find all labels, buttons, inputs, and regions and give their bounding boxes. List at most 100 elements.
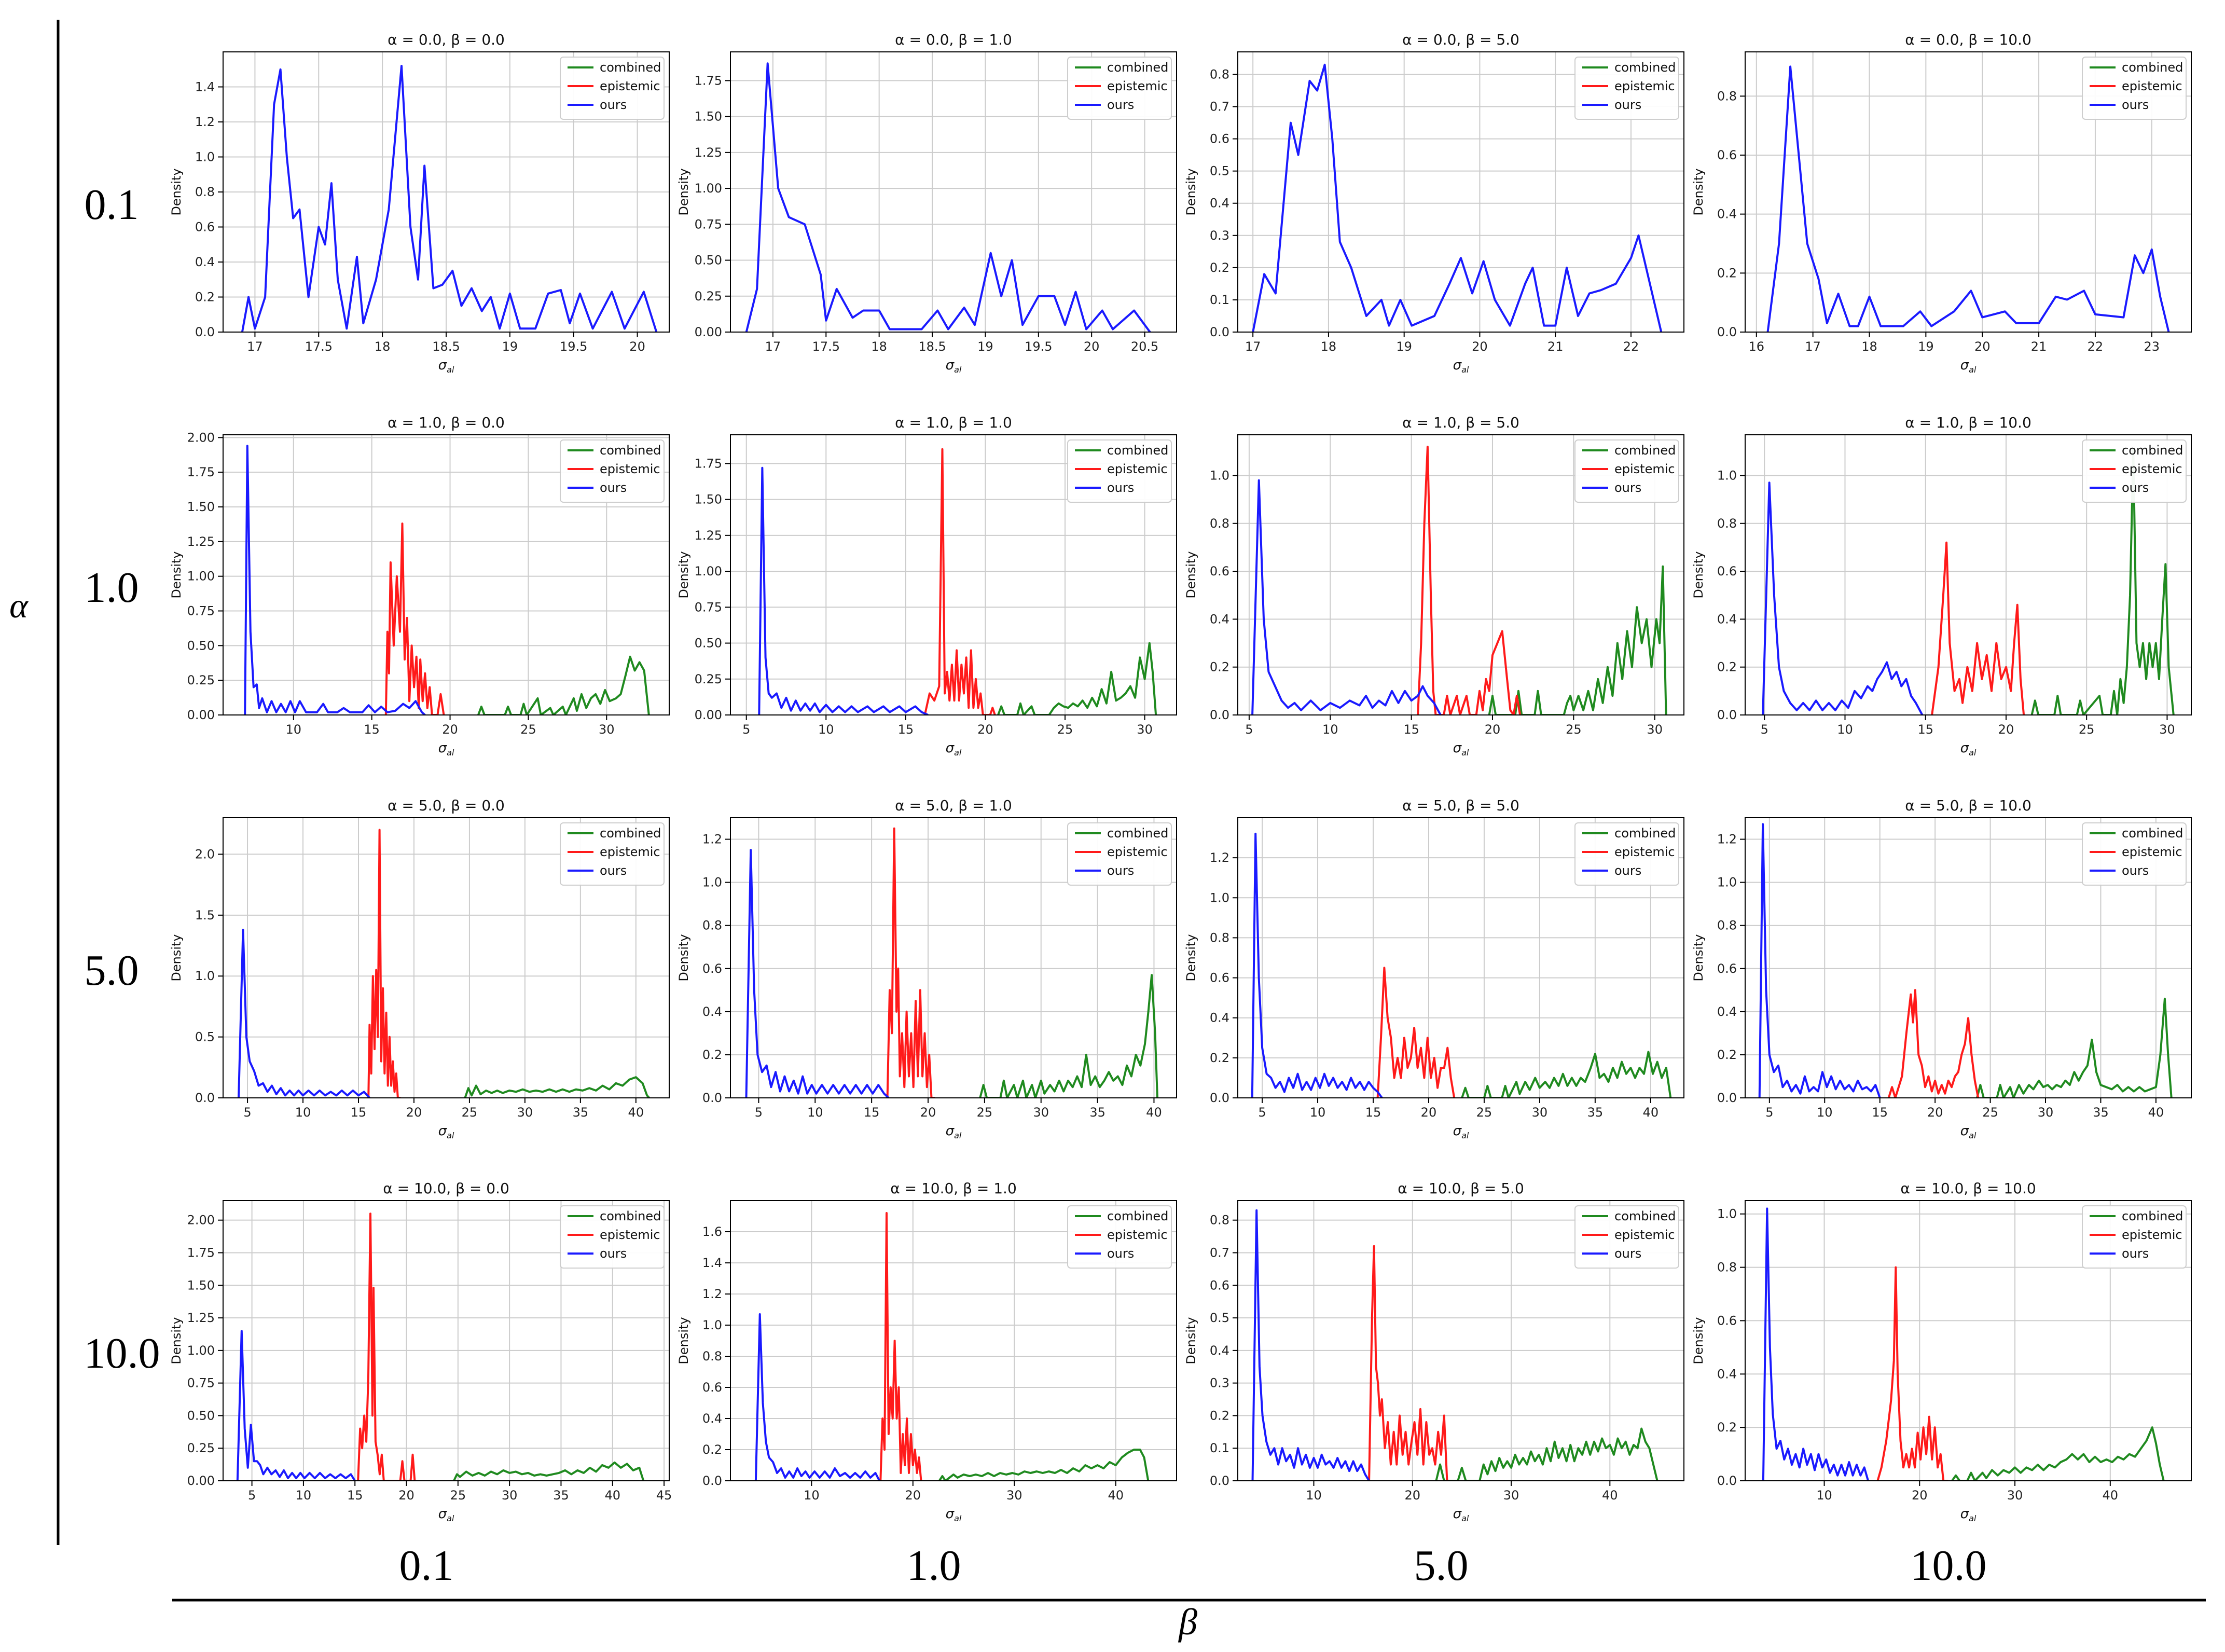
y-tick-label: 0.4	[1210, 612, 1229, 626]
chart-panel-9: 5 10 15 20 25 30 35 40 0.0 0.5 1.0 1.5 2.0 α = 5.0, β…	[169, 797, 670, 1140]
series-line-combined	[477, 655, 650, 715]
legend-label-combined: combined	[600, 826, 661, 841]
y-tick-label: 0.0	[1210, 325, 1229, 339]
x-tick-label: 17	[1245, 339, 1261, 354]
x-axis-label: σal	[438, 740, 454, 758]
x-tick-label: 15	[351, 1105, 367, 1120]
y-tick-label: 0.25	[695, 672, 722, 686]
x-tick-label: 23	[2144, 339, 2160, 354]
legend-label-epistemic: epistemic	[2122, 79, 2182, 93]
legend-label-ours: ours	[1614, 98, 1641, 112]
plot-frame	[1745, 1200, 2192, 1481]
legend-label-epistemic: epistemic	[1614, 462, 1675, 476]
x-tick-label: 17	[1805, 339, 1821, 354]
y-tick-label: 0.75	[187, 604, 215, 618]
y-tick-label: 1.6	[702, 1224, 722, 1239]
y-axis-label: Density	[676, 168, 691, 215]
series-line-ours	[238, 929, 370, 1098]
plot-frame	[730, 817, 1177, 1098]
x-tick-label: 19.5	[560, 339, 587, 354]
x-axis-label-sub: al	[1461, 748, 1469, 758]
y-axis-label: Density	[676, 934, 691, 981]
y-tick-label: 0.6	[702, 961, 722, 976]
x-axis-label-sub: al	[954, 365, 962, 375]
plot-frame	[1237, 51, 1684, 333]
y-axis-label: Density	[169, 934, 184, 981]
y-tick-label: 0.2	[1717, 1048, 1737, 1062]
legend-label-ours: ours	[1107, 1246, 1134, 1261]
y-tick-label: 1.0	[1210, 468, 1229, 483]
y-tick-label: 0.6	[1717, 148, 1737, 162]
plot-frame	[730, 434, 1177, 715]
x-axis-label: σal	[1960, 1123, 1977, 1140]
chart-panel-15: 10 20 30 40 0.0 0.1 0.2 0.3 0.4 0.5 0.6 0.7 0.8 α = 1…	[1184, 1180, 1684, 1523]
x-tick-label: 15	[1917, 722, 1933, 737]
y-tick-label: 0.8	[1717, 516, 1737, 531]
legend-label-ours: ours	[600, 863, 627, 878]
x-tick-label: 40	[628, 1105, 644, 1120]
x-tick-label: 17	[765, 339, 781, 354]
y-tick-label: 0.3	[1210, 1376, 1229, 1391]
plot-frame	[223, 434, 670, 715]
x-tick-label: 30	[2159, 722, 2175, 737]
y-tick-label: 1.0	[195, 969, 215, 983]
x-axis-label: σal	[1960, 1506, 1977, 1523]
x-tick-label: 35	[553, 1488, 569, 1503]
y-tick-label: 0.2	[1210, 260, 1229, 275]
col-label-1: 0.1	[399, 1541, 454, 1590]
x-tick-label: 19	[1396, 339, 1412, 354]
legend-label-epistemic: epistemic	[2122, 462, 2182, 476]
series-line-combined	[979, 974, 1158, 1098]
x-axis-label: σal	[438, 1506, 454, 1523]
y-tick-label: 1.0	[702, 1318, 722, 1332]
plot-frame	[1237, 1200, 1684, 1481]
y-tick-label: 0.6	[195, 220, 215, 235]
col-label-2: 1.0	[907, 1541, 961, 1590]
y-tick-label: 1.50	[695, 109, 722, 124]
x-tick-label: 20	[977, 722, 993, 737]
x-tick-label: 45	[656, 1488, 672, 1503]
y-tick-label: 0.2	[1717, 266, 1737, 280]
series-line-epistemic	[384, 522, 445, 715]
x-axis-label-main: σ	[1960, 357, 1970, 373]
y-tick-label: 0.0	[195, 325, 215, 339]
y-tick-label: 0.6	[1210, 132, 1229, 146]
chart-title: α = 1.0, β = 1.0	[895, 414, 1012, 431]
x-tick-label: 30	[1503, 1488, 1519, 1503]
y-tick-label: 0.6	[702, 1380, 722, 1395]
x-tick-label: 40	[1146, 1105, 1162, 1120]
y-tick-label: 0.8	[1210, 67, 1229, 81]
y-tick-label: 0.8	[702, 918, 722, 933]
x-tick-label: 15	[364, 722, 380, 737]
x-axis-label-main: σ	[438, 1123, 448, 1139]
x-tick-label: 20	[1927, 1105, 1943, 1120]
chart-title: α = 5.0, β = 10.0	[1905, 797, 2031, 814]
series-line-ours	[1251, 479, 1442, 715]
chart-title: α = 5.0, β = 1.0	[895, 797, 1012, 814]
x-tick-label: 15	[898, 722, 914, 737]
y-tick-label: 1.4	[195, 80, 215, 94]
series-line-ours	[1251, 832, 1383, 1098]
x-tick-label: 18	[1321, 339, 1337, 354]
x-axis-label-main: σ	[438, 1506, 448, 1522]
x-axis-label: σal	[1453, 357, 1469, 375]
x-tick-label: 5	[755, 1105, 763, 1120]
y-tick-label: 0.0	[1210, 1091, 1229, 1105]
x-tick-label: 20	[1485, 722, 1501, 737]
x-tick-label: 30	[1006, 1488, 1022, 1503]
y-tick-label: 0.4	[1210, 196, 1229, 211]
legend-label-ours: ours	[1107, 98, 1134, 112]
x-tick-label: 10	[807, 1105, 823, 1120]
x-tick-label: 40	[1108, 1488, 1124, 1503]
y-tick-label: 0.75	[695, 600, 722, 614]
chart-panel-2: 17 17.5 18 18.5 19 19.5 20 20.5 0.00 0.25 0.50 0.75…	[676, 31, 1177, 375]
chart-panel-11: 5 10 15 20 25 30 35 40 0.0 0.2 0.4 0.6 0.8 1.0 1.2 α = …	[1184, 797, 1684, 1140]
legend-label-epistemic: epistemic	[1614, 79, 1675, 93]
legend-label-epistemic: epistemic	[1107, 462, 1168, 476]
series-line-epistemic	[1931, 541, 2025, 715]
legend-label-combined: combined	[1107, 826, 1168, 841]
x-tick-label: 17	[247, 339, 263, 354]
chart-title: α = 5.0, β = 5.0	[1402, 797, 1519, 814]
y-tick-label: 1.25	[187, 1311, 215, 1325]
series-line-epistemic	[886, 827, 935, 1098]
